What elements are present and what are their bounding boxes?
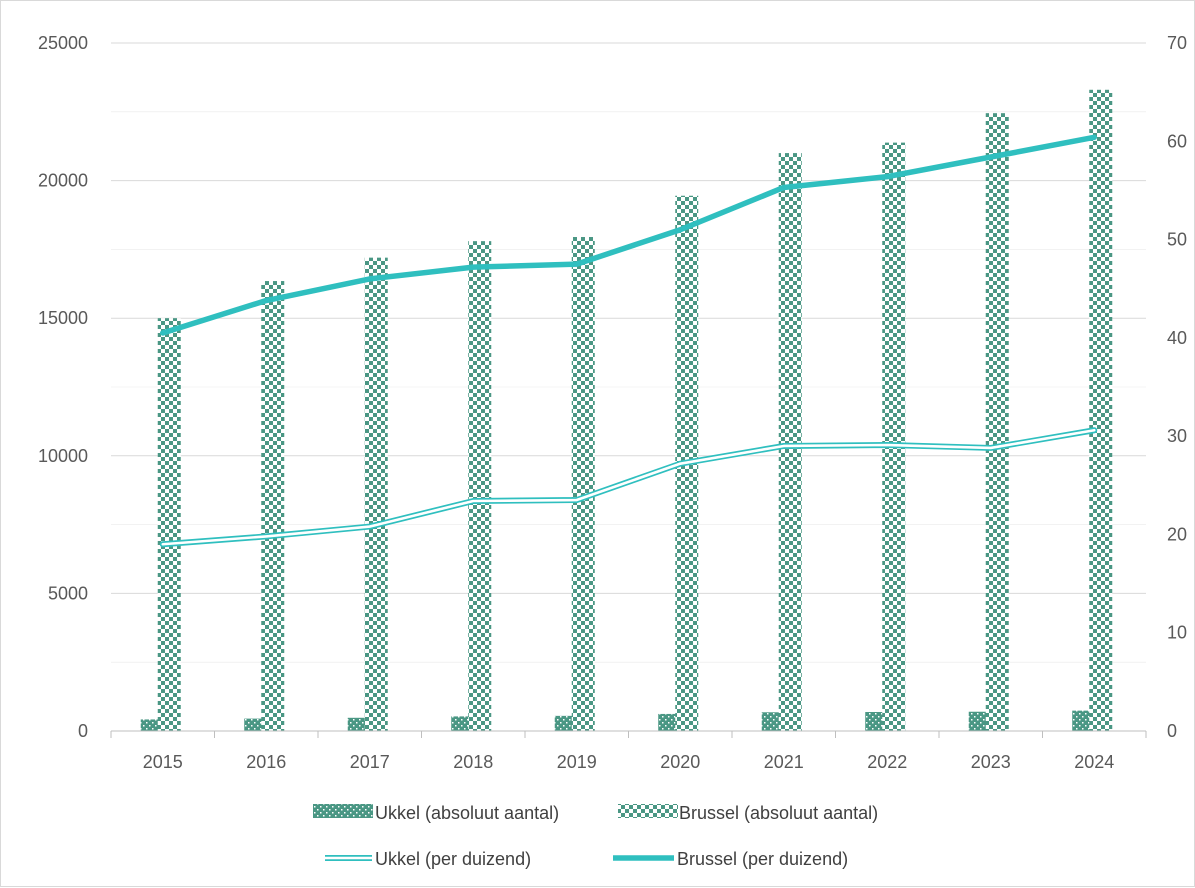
bar-ukkel-2019	[554, 715, 576, 731]
x-tick-label: 2019	[557, 752, 597, 772]
x-tick-label: 2023	[971, 752, 1011, 772]
legend: Ukkel (absoluut aantal) Brussel (absoluut…	[313, 803, 878, 869]
bar-brussel-2018	[468, 241, 492, 732]
right-tick-label: 60	[1167, 131, 1187, 151]
legend-label-brussel-bar: Brussel (absoluut aantal)	[679, 803, 878, 823]
x-tick-label: 2024	[1074, 752, 1114, 772]
axes	[110, 730, 1147, 738]
right-tick-label: 30	[1167, 426, 1187, 446]
line-brussel	[160, 134, 1097, 336]
bar-ukkel-2024	[1072, 710, 1094, 731]
right-tick-label: 70	[1167, 33, 1187, 53]
bar-ukkel-2016	[244, 718, 266, 731]
x-tick-label: 2021	[764, 752, 804, 772]
line-ukkel-inner	[161, 428, 1096, 546]
bar-ukkel-2018	[451, 716, 473, 731]
bar-ukkel-2017	[347, 717, 369, 731]
left-axis-ticks: 0 5000 10000 15000 20000 25000	[38, 33, 88, 741]
bar-brussel-2022	[882, 142, 906, 731]
right-axis-ticks: 0 10 20 30 40 50 60 70	[1167, 33, 1187, 741]
left-tick-label: 15000	[38, 308, 88, 328]
left-tick-label: 10000	[38, 446, 88, 466]
x-tick-label: 2022	[867, 752, 907, 772]
left-tick-label: 20000	[38, 171, 88, 191]
bar-ukkel-2023	[968, 711, 990, 731]
x-tick-label: 2020	[660, 752, 700, 772]
bar-brussel-2016	[261, 281, 285, 731]
right-tick-label: 0	[1167, 721, 1177, 741]
legend-label-brussel-line: Brussel (per duizend)	[677, 849, 848, 869]
legend-label-ukkel-bar: Ukkel (absoluut aantal)	[375, 803, 559, 823]
x-axis-ticks: 2015 2016 2017 2018 2019 2020 2021 2022 2023 2024	[143, 752, 1115, 772]
right-tick-label: 40	[1167, 328, 1187, 348]
bar-ukkel-2020	[658, 713, 680, 731]
x-tick-label: 2015	[143, 752, 183, 772]
left-tick-label: 0	[78, 721, 88, 741]
right-tick-label: 50	[1167, 230, 1187, 250]
x-tick-label: 2018	[453, 752, 493, 772]
lines	[159, 134, 1098, 548]
bar-brussel-2023	[985, 113, 1009, 731]
bar-ukkel-2021	[761, 712, 783, 731]
left-tick-label: 5000	[48, 583, 88, 603]
bar-ukkel-2015	[140, 719, 162, 731]
bars	[140, 89, 1113, 732]
legend-label-ukkel-line: Ukkel (per duizend)	[375, 849, 531, 869]
bar-brussel-2019	[571, 237, 595, 732]
x-tick-label: 2016	[246, 752, 286, 772]
right-tick-label: 20	[1167, 524, 1187, 544]
bar-brussel-2015	[157, 318, 181, 731]
left-tick-label: 25000	[38, 33, 88, 53]
bar-brussel-2024	[1089, 89, 1113, 731]
legend-swatch-brussel-bar	[618, 804, 678, 818]
legend-swatch-ukkel-bar	[313, 804, 373, 818]
bar-ukkel-2022	[865, 712, 887, 731]
right-tick-label: 10	[1167, 623, 1187, 643]
bar-brussel-2017	[364, 257, 388, 731]
x-tick-label: 2017	[350, 752, 390, 772]
bar-brussel-2021	[778, 153, 802, 731]
